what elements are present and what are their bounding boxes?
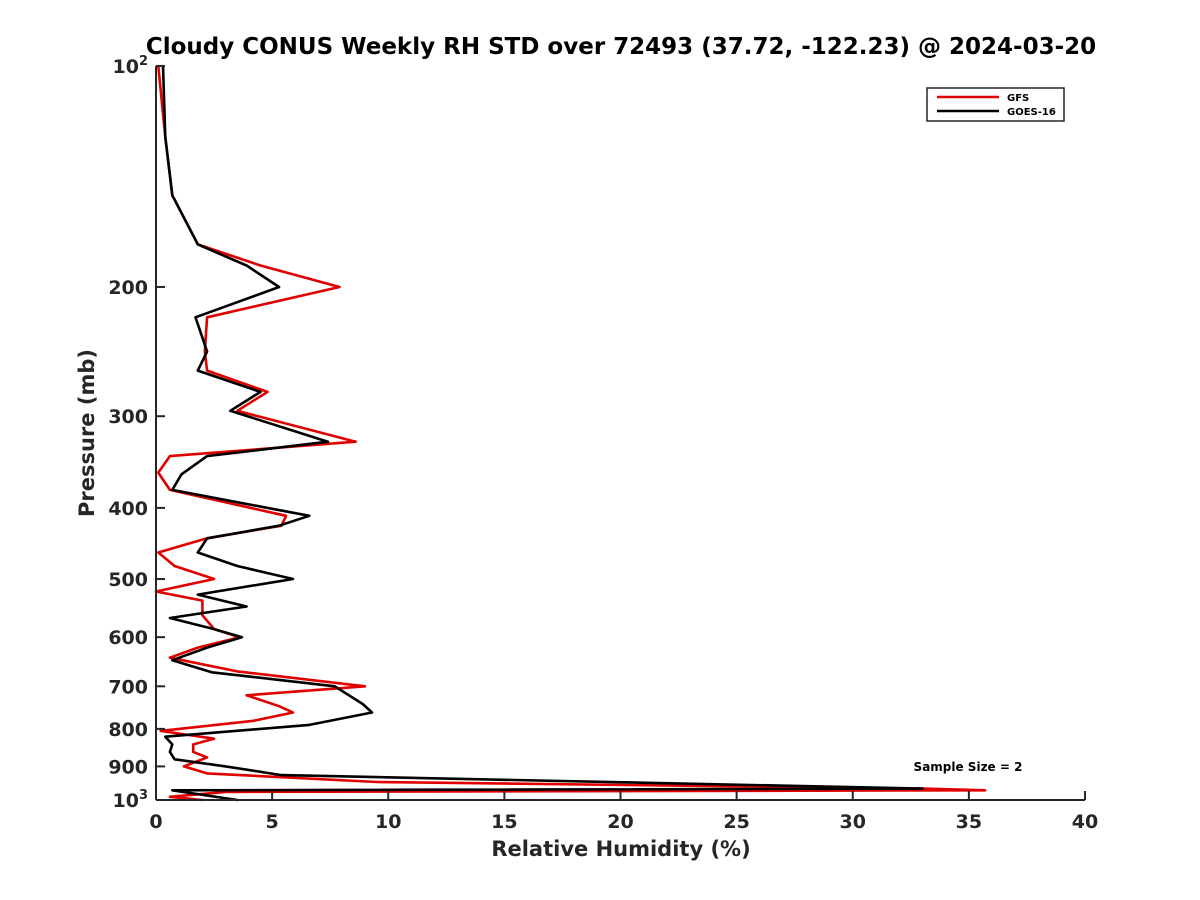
ticks-layer: 0 5 10 15 20 25 30 35 40 102 200 300 400 500 600 700 800… bbox=[108, 54, 1098, 833]
y-tick-label: 600 bbox=[108, 627, 148, 649]
y-tick-label: 102 bbox=[113, 54, 149, 78]
chart-title: Cloudy CONUS Weekly RH STD over 72493 (3… bbox=[146, 34, 1096, 60]
legend: GFS GOES-16 bbox=[926, 87, 1065, 122]
x-tick-label: 40 bbox=[1072, 811, 1098, 833]
y-tick-label: 400 bbox=[108, 498, 148, 520]
x-axis-label: Relative Humidity (%) bbox=[491, 837, 750, 861]
y-tick-label: 900 bbox=[108, 756, 148, 778]
sample-size-annotation: Sample Size = 2 bbox=[914, 760, 1023, 774]
y-tick-label: 700 bbox=[108, 676, 148, 698]
x-tick-label: 0 bbox=[149, 811, 162, 833]
y-tick-label: 200 bbox=[108, 277, 148, 299]
series-line-goes-16 bbox=[161, 64, 924, 802]
y-tick-label: 300 bbox=[108, 406, 148, 428]
legend-label-gfs: GFS bbox=[1007, 93, 1029, 104]
axes-layer bbox=[155, 66, 1085, 801]
x-tick-label: 5 bbox=[266, 811, 279, 833]
legend-label-goes-16: GOES-16 bbox=[1007, 107, 1056, 118]
x-tick-label: 15 bbox=[491, 811, 517, 833]
series-line-gfs bbox=[154, 64, 987, 802]
y-tick-label: 800 bbox=[108, 719, 148, 741]
y-tick-label: 103 bbox=[113, 788, 149, 812]
x-tick-label: 10 bbox=[375, 811, 401, 833]
y-tick-label: 500 bbox=[108, 569, 148, 591]
x-tick-label: 20 bbox=[607, 811, 633, 833]
series-layer bbox=[154, 64, 987, 802]
x-tick-label: 35 bbox=[956, 811, 982, 833]
y-axis-label: Pressure (mb) bbox=[75, 349, 99, 517]
legend-box bbox=[926, 87, 1065, 122]
x-tick-label: 30 bbox=[840, 811, 866, 833]
x-tick-label: 25 bbox=[723, 811, 749, 833]
